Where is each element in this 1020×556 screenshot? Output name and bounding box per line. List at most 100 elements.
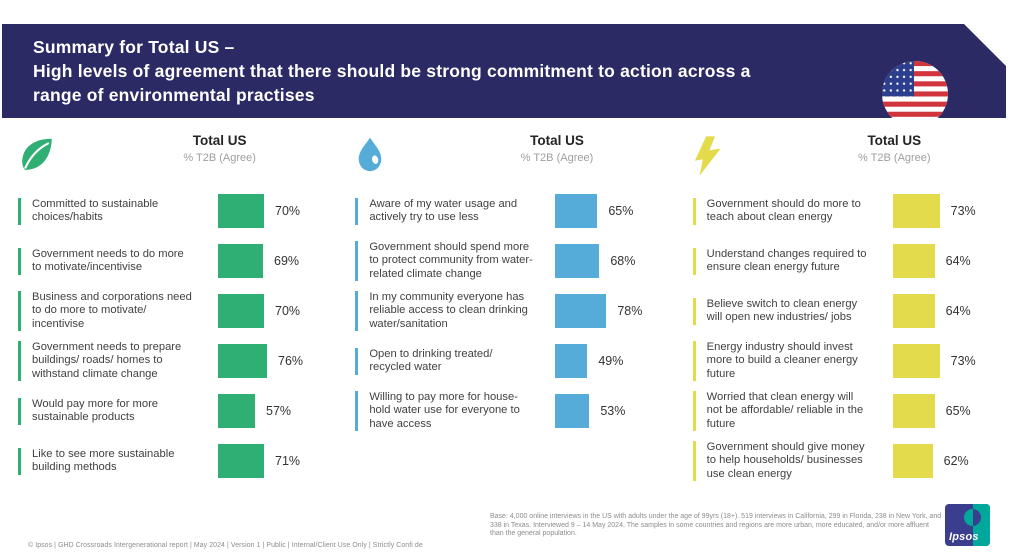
- table-row: Aware of my water usage and actively try…: [355, 189, 666, 233]
- bar: [555, 344, 588, 378]
- bar: [892, 294, 935, 328]
- bar-value: 69%: [274, 254, 300, 268]
- bar: [892, 394, 935, 428]
- lightning-bolt-icon: [693, 133, 737, 182]
- accent-bar: [355, 390, 359, 432]
- bar-value: 70%: [275, 204, 301, 218]
- table-row: Committed to sustainable choices/habits …: [18, 189, 329, 233]
- statement-label: Business and corporations need to do mor…: [32, 290, 192, 330]
- accent-bar: [692, 340, 696, 382]
- bar-value: 65%: [945, 404, 971, 418]
- bar-value: 65%: [608, 204, 634, 218]
- bar: [218, 244, 263, 278]
- column-title: Total US: [530, 133, 584, 148]
- accent-bar: [692, 390, 696, 432]
- bar-value: 73%: [950, 204, 976, 218]
- statement-label: Believe switch to clean energy will open…: [706, 297, 858, 324]
- statement-label: Government should spend more to protect …: [369, 240, 533, 280]
- accent-bar: [18, 397, 21, 425]
- water-drop-icon: [355, 133, 399, 180]
- table-row: Like to see more sustainable building me…: [18, 439, 329, 483]
- table-row: Believe switch to clean energy will open…: [692, 289, 1004, 333]
- table-row: Energy industry should invest more to bu…: [692, 339, 1004, 383]
- bar: [892, 444, 933, 478]
- bar-value: 73%: [950, 354, 976, 368]
- bar-value: 68%: [610, 254, 636, 268]
- bar-value: 78%: [617, 304, 643, 318]
- bar: [555, 244, 600, 278]
- column-subtitle: % T2B (Agree): [858, 152, 931, 164]
- base-footnote: Base: 4,000 online interviews in the US …: [490, 513, 942, 537]
- column-header: Total US % T2B (Agree): [693, 133, 1004, 189]
- table-row: Would pay more for more sustainable prod…: [18, 389, 329, 433]
- column-title: Total US: [867, 133, 922, 148]
- statement-label: Willing to pay more for house-hold water…: [369, 390, 520, 430]
- table-row: Business and corporations need to do mor…: [18, 289, 329, 333]
- bar-value: 64%: [945, 304, 971, 318]
- accent-bar: [692, 440, 696, 482]
- statement-label: Government needs to prepare buildings/ r…: [32, 340, 182, 380]
- copyright-line: © Ipsos | GHD Crossroads Intergeneration…: [28, 542, 423, 549]
- table-row: Open to drinking treated/ recycled water…: [355, 339, 666, 383]
- bar: [892, 344, 940, 378]
- bar: [218, 344, 267, 378]
- us-flag-icon: [882, 61, 948, 127]
- column-sustainability: Total US % T2B (Agree) Committed to sust…: [18, 133, 329, 489]
- bar-value: 70%: [275, 304, 301, 318]
- table-row: In my community everyone has reliable ac…: [355, 289, 666, 333]
- accent-bar: [692, 297, 696, 325]
- accent-bar: [692, 197, 696, 225]
- page-title: Summary for Total US – High levels of ag…: [2, 24, 1006, 107]
- table-row: Willing to pay more for house-hold water…: [355, 389, 666, 433]
- column-title-block: Total US % T2B (Agree): [447, 133, 666, 164]
- statement-label: Open to drinking treated/ recycled water: [369, 347, 493, 374]
- bar-value: 53%: [600, 404, 626, 418]
- accent-bar: [18, 447, 21, 475]
- table-row: Government needs to prepare buildings/ r…: [18, 339, 329, 383]
- accent-bar: [355, 197, 359, 225]
- column-title-block: Total US % T2B (Agree): [110, 133, 329, 164]
- column-title-block: Total US % T2B (Agree): [785, 133, 1004, 164]
- statement-label: Committed to sustainable choices/habits: [32, 197, 159, 224]
- accent-bar: [355, 290, 359, 332]
- page-title-line1: Summary for Total US –: [33, 37, 235, 57]
- page-title-line3: range of environmental practises: [33, 85, 315, 105]
- table-row: Government needs to do more to motivate/…: [18, 239, 329, 283]
- column-header: Total US % T2B (Agree): [355, 133, 666, 189]
- bar-value: 62%: [943, 454, 969, 468]
- bar: [218, 194, 264, 228]
- accent-bar: [18, 197, 21, 225]
- table-row: Worried that clean energy will not be af…: [692, 389, 1004, 433]
- column-energy: Total US % T2B (Agree) Government should…: [692, 133, 1004, 489]
- table-row: Government should spend more to protect …: [355, 239, 666, 283]
- accent-bar: [18, 290, 21, 332]
- table-row: Understand changes required to ensure cl…: [692, 239, 1004, 283]
- statement-label: Aware of my water usage and actively try…: [369, 197, 518, 224]
- bar: [555, 294, 607, 328]
- ipsos-logo-glyph: [964, 509, 981, 526]
- statement-label: In my community everyone has reliable ac…: [369, 290, 528, 330]
- column-title: Total US: [192, 133, 247, 148]
- table-row: Government should give money to help hou…: [692, 439, 1004, 483]
- column-subtitle: % T2B (Agree): [520, 152, 594, 164]
- table-row: Government should do more to teach about…: [692, 189, 1004, 233]
- statement-label: Government should do more to teach about…: [706, 197, 861, 224]
- page-title-line2: High levels of agreement that there shou…: [33, 61, 751, 81]
- bar: [555, 194, 598, 228]
- bar: [892, 194, 940, 228]
- accent-bar: [355, 347, 359, 375]
- accent-bar: [692, 247, 696, 275]
- bar: [218, 444, 264, 478]
- ipsos-logo-text: Ipsos: [949, 531, 979, 543]
- accent-bar: [355, 240, 359, 282]
- bar: [892, 244, 935, 278]
- column-subtitle: % T2B (Agree): [183, 152, 256, 164]
- ipsos-logo: Ipsos: [945, 504, 990, 546]
- chart-columns: Total US % T2B (Agree) Committed to sust…: [18, 133, 1004, 489]
- statement-label: Would pay more for more sustainable prod…: [32, 397, 159, 424]
- statement-label: Understand changes required to ensure cl…: [706, 247, 867, 274]
- bar-value: 71%: [275, 454, 301, 468]
- bar-value: 64%: [945, 254, 971, 268]
- column-header: Total US % T2B (Agree): [18, 133, 329, 189]
- header-band: Summary for Total US – High levels of ag…: [2, 24, 1006, 118]
